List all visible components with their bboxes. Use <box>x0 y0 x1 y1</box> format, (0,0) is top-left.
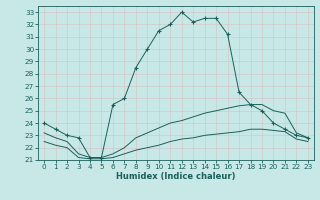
X-axis label: Humidex (Indice chaleur): Humidex (Indice chaleur) <box>116 172 236 181</box>
